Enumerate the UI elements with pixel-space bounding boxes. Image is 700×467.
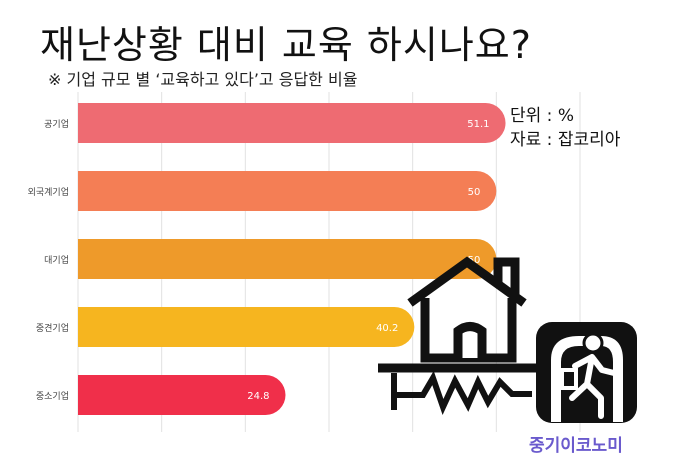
bar-value-label: 50 [468,255,481,266]
unit-label: 단위 : % [510,106,574,126]
house-icon [407,256,527,363]
disaster-illustration [378,256,637,423]
bar-value-label: 40.2 [376,323,398,334]
bar [78,239,497,279]
bars: 공기업 51.1 외국계기업 50 대기업 50 중견기업 40.2 중소기업 24.8 [28,103,506,415]
category-label: 중견기업 [36,322,69,334]
category-label: 대기업 [44,255,69,266]
emergency-exit-icon [536,322,637,423]
category-label: 외국계기업 [28,186,69,198]
bar [78,307,415,347]
category-label: 공기업 [44,119,69,130]
earthquake-crack-icon [378,363,547,416]
bar [78,375,286,415]
bar-value-label: 51.1 [467,119,489,130]
source-label: 자료 : 잡코리아 [510,130,621,150]
chart-title: 재난상황 대비 교육 하시나요? [40,23,532,67]
category-label: 중소기업 [36,391,69,402]
chart-metadata: 단위 : % 자료 : 잡코리아 [510,104,620,152]
bar-value-label: 50 [468,187,481,198]
chart-subtitle: ※ 기업 규모 별 ‘교육하고 있다’고 응답한 비율 [48,70,358,89]
bar [78,171,497,211]
bar-value-label: 24.8 [247,391,269,402]
brand-logo-text: 중기이코노미 [529,436,623,456]
bar [78,103,506,143]
